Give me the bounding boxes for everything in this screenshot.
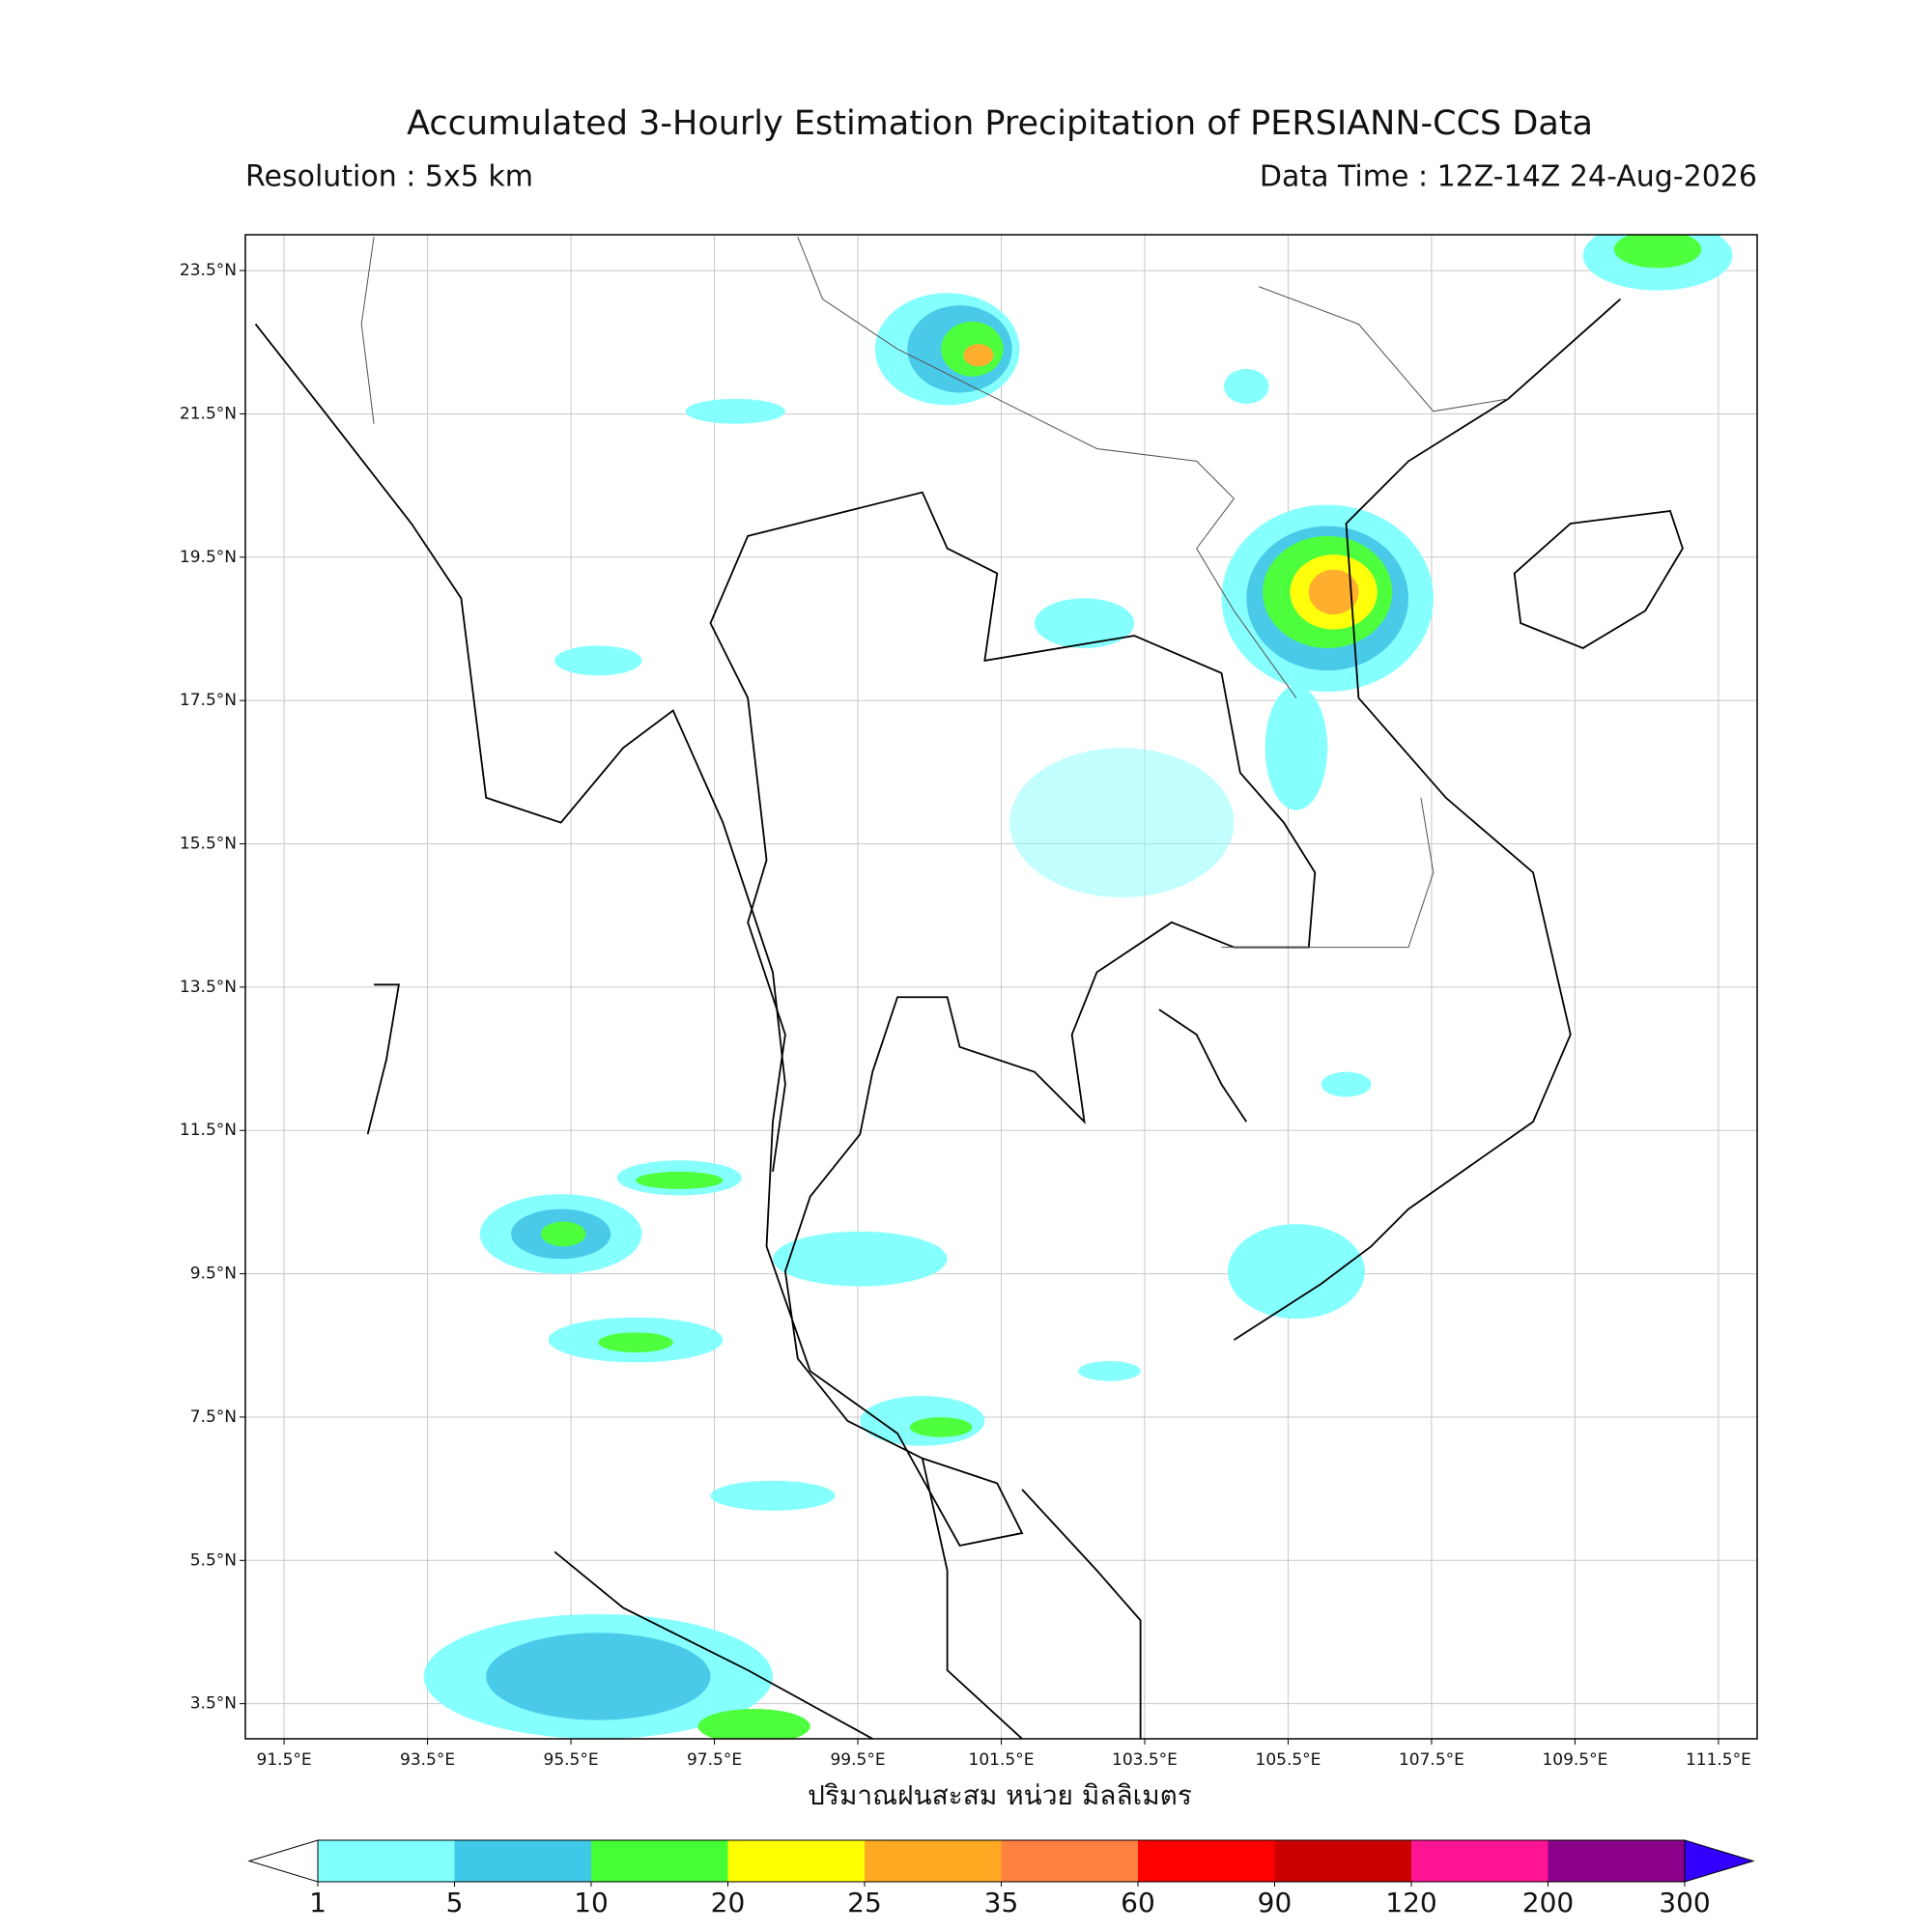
colorbar-bin (1411, 1840, 1548, 1882)
colorbar-bin (865, 1840, 1002, 1882)
colorbar-level-label: 60 (1121, 1887, 1155, 1918)
lon-tick-label: 107.5°E (1399, 1750, 1464, 1770)
lat-tick-label: 23.5°N (180, 261, 237, 280)
thailand-outline (709, 491, 1317, 1547)
lon-tick-label: 111.5°E (1686, 1750, 1751, 1770)
map-layer (254, 235, 1733, 1739)
country-borders (360, 236, 1509, 949)
colorbar-level-label: 1 (309, 1887, 327, 1918)
lat-tick-label: 3.5°N (190, 1694, 237, 1714)
data-time: Data Time : 12Z-14Z 24-Aug-2026 (1260, 160, 1757, 194)
lon-tick-label: 91.5°E (257, 1750, 312, 1770)
colorbar-bin (591, 1840, 728, 1882)
lon-tick-label: 105.5°E (1256, 1750, 1321, 1770)
colorbar-bin (454, 1840, 591, 1882)
colorbar-bin (1274, 1840, 1411, 1882)
lon-tick-label: 93.5°E (400, 1750, 455, 1770)
lat-tick-label: 15.5°N (180, 835, 237, 854)
colorbar-level-label: 25 (847, 1887, 882, 1918)
map-drawing (254, 235, 1733, 1739)
resolution: Resolution : 5x5 km (245, 160, 533, 194)
colorbar-under (247, 1839, 319, 1883)
colorbar-level-label: 35 (984, 1887, 1019, 1918)
myanmar-coast (254, 323, 786, 1173)
colorbar-bin (1548, 1840, 1685, 1882)
lat-tick-label: 13.5°N (180, 978, 237, 997)
colorbar-bin (727, 1840, 865, 1882)
lat-tick-label: 11.5°N (180, 1121, 237, 1140)
malaysia-coast (921, 1458, 1142, 1739)
lat-tick-label: 9.5°N (190, 1264, 237, 1284)
lat-tick-label: 7.5°N (190, 1407, 237, 1427)
tick-layer: 23.5°N 21.5°N 19.5°N 17.5°N 15.5°N 13.5°N 11.5… (180, 261, 1751, 1770)
colorbar-level-label: 10 (574, 1887, 609, 1918)
colorbar: 1 5 10 20 25 35 60 90 120 200 300 (247, 1839, 1755, 1918)
colorbar-level-label: 5 (446, 1887, 464, 1918)
colorbar-level-label: 90 (1258, 1887, 1293, 1918)
lat-tick-label: 5.5°N (190, 1550, 237, 1570)
colorbar-bin (1138, 1840, 1275, 1882)
gulf-islands (366, 983, 1248, 1135)
colorbar-level-label: 200 (1522, 1887, 1574, 1918)
grid-layer (245, 235, 1757, 1739)
title: Accumulated 3-Hourly Estimation Precipit… (407, 104, 1593, 143)
colorbar-bin (1001, 1840, 1138, 1882)
hainan (1513, 510, 1684, 649)
colorbar-label: ปริมาณฝนสะสม หน่วย มิลลิเมตร (808, 1779, 1192, 1811)
colorbar-level-label: 20 (711, 1887, 746, 1918)
lat-tick-label: 17.5°N (180, 691, 237, 710)
sumatra-coast (554, 1550, 873, 1739)
lon-tick-label: 97.5°E (687, 1750, 742, 1770)
lon-tick-label: 101.5°E (969, 1750, 1035, 1770)
vietnam-coast (1233, 298, 1621, 1341)
lon-tick-label: 99.5°E (830, 1750, 885, 1770)
colorbar-level-label: 120 (1385, 1887, 1436, 1918)
colorbar-over (1684, 1839, 1755, 1883)
lon-tick-label: 95.5°E (544, 1750, 599, 1770)
lat-tick-label: 19.5°N (180, 548, 237, 567)
lon-tick-label: 103.5°E (1112, 1750, 1178, 1770)
colorbar-level-label: 300 (1659, 1887, 1710, 1918)
colorbar-bin (318, 1840, 455, 1882)
lat-tick-label: 21.5°N (180, 404, 237, 423)
lon-tick-label: 109.5°E (1542, 1750, 1607, 1770)
rain-areas (423, 235, 1733, 1739)
